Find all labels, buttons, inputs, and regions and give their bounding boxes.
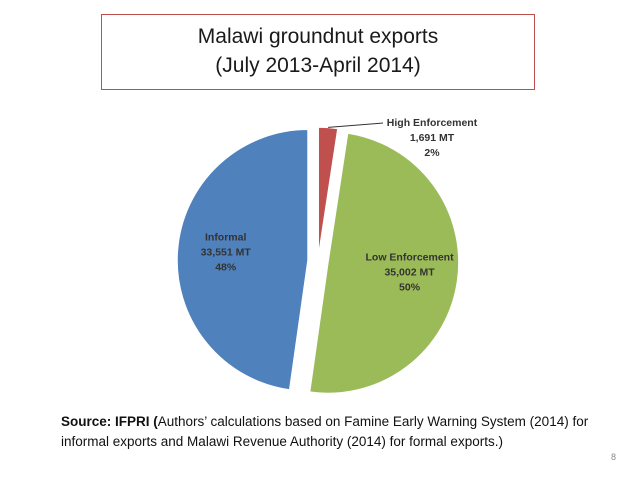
slice-label-high-enforcement-value: 1,691 MT bbox=[410, 132, 455, 144]
slice-labels: High Enforcement 1,691 MT 2% Low Enforcemen… bbox=[201, 117, 478, 293]
slice-label-informal-value: 33,551 MT bbox=[201, 247, 252, 259]
pie-slice-low-enforcement bbox=[308, 132, 460, 395]
slice-label-low-enforcement-percent: 50% bbox=[399, 281, 421, 293]
source-note: Source: IFPRI (Authors’ calculations bas… bbox=[61, 412, 621, 452]
pie-slices bbox=[176, 126, 460, 395]
slice-label-high-enforcement-name: High Enforcement bbox=[387, 117, 478, 129]
chart-title: Malawi groundnut exports bbox=[197, 25, 439, 48]
slice-label-informal-name: Informal bbox=[205, 232, 247, 244]
source-text: Authors’ calculations based on Famine Ea… bbox=[61, 414, 589, 449]
slice-label-high-enforcement-percent: 2% bbox=[424, 147, 440, 159]
leader-line bbox=[328, 122, 384, 128]
slice-label-low-enforcement-value: 35,002 MT bbox=[384, 266, 435, 278]
source-label: Source: IFPRI ( bbox=[61, 414, 158, 429]
page-number: 8 bbox=[610, 452, 616, 462]
chart-title-box: Malawi groundnut exports (July 2013-Apri… bbox=[101, 14, 535, 90]
chart-subtitle: (July 2013-April 2014) bbox=[215, 54, 421, 77]
slice-label-informal-percent: 48% bbox=[215, 262, 237, 274]
slice-label-low-enforcement-name: Low Enforcement bbox=[366, 251, 455, 263]
pie-slice-informal bbox=[176, 128, 309, 391]
